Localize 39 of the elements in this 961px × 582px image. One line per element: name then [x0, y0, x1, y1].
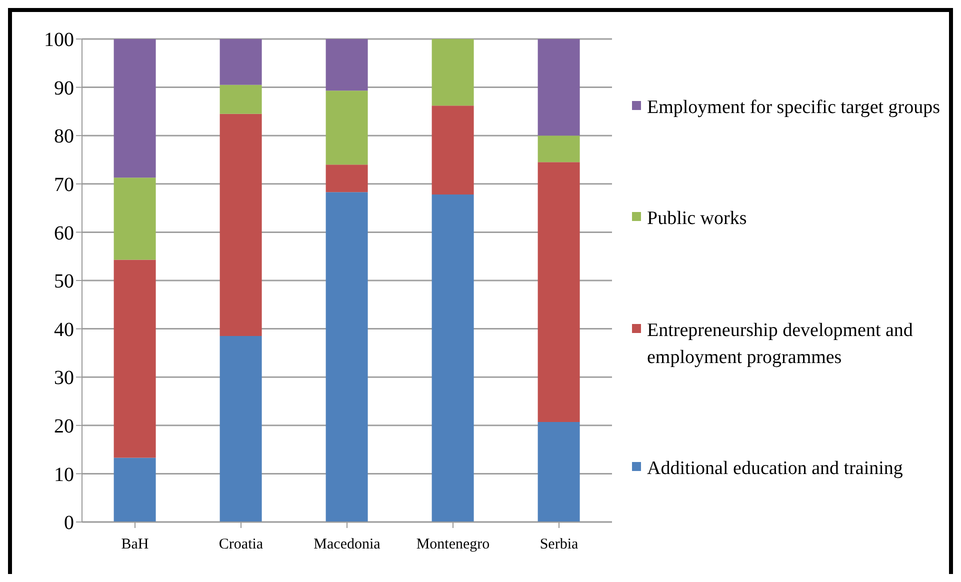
bar	[220, 84, 262, 114]
bar	[326, 192, 368, 522]
bar	[114, 458, 156, 522]
bar	[432, 106, 474, 195]
legend-label: Entrepreneurship development and employment programmes	[647, 318, 914, 370]
bar	[114, 260, 156, 458]
y-tick-label: 80	[54, 126, 74, 148]
legend-label: Public works	[647, 207, 747, 232]
bar	[220, 336, 262, 522]
bar	[326, 39, 368, 91]
bar	[538, 136, 580, 162]
y-tick-label: 70	[54, 174, 74, 196]
y-tick-label: 50	[54, 270, 74, 293]
bar	[326, 90, 368, 165]
y-tick-label: 100	[44, 29, 74, 52]
bar	[326, 164, 368, 192]
x-tick-label: Serbia	[540, 536, 578, 553]
y-tick-label: 0	[64, 512, 74, 534]
bar	[538, 39, 580, 136]
y-tick-label: 90	[54, 77, 74, 100]
bar	[220, 39, 262, 85]
y-tick-label: 40	[54, 318, 74, 341]
y-tick-label: 10	[54, 464, 74, 486]
bar	[114, 39, 156, 178]
bar	[220, 114, 262, 336]
x-tick-label: BaH	[121, 536, 149, 553]
legend-label: Additional education and training	[647, 456, 903, 481]
bar	[432, 194, 474, 522]
bar	[114, 178, 156, 260]
x-tick-label: Croatia	[218, 536, 264, 553]
y-tick-label: 30	[54, 367, 74, 390]
x-tick-label: Macedonia	[314, 536, 381, 553]
legend-label: Employment for specific target groups	[647, 96, 940, 120]
y-tick-label: 20	[54, 416, 74, 438]
bar	[538, 162, 580, 422]
y-tick-label: 60	[54, 222, 74, 244]
bar	[538, 422, 580, 522]
bar	[432, 39, 474, 106]
x-tick-label: Montenegro	[416, 536, 490, 553]
